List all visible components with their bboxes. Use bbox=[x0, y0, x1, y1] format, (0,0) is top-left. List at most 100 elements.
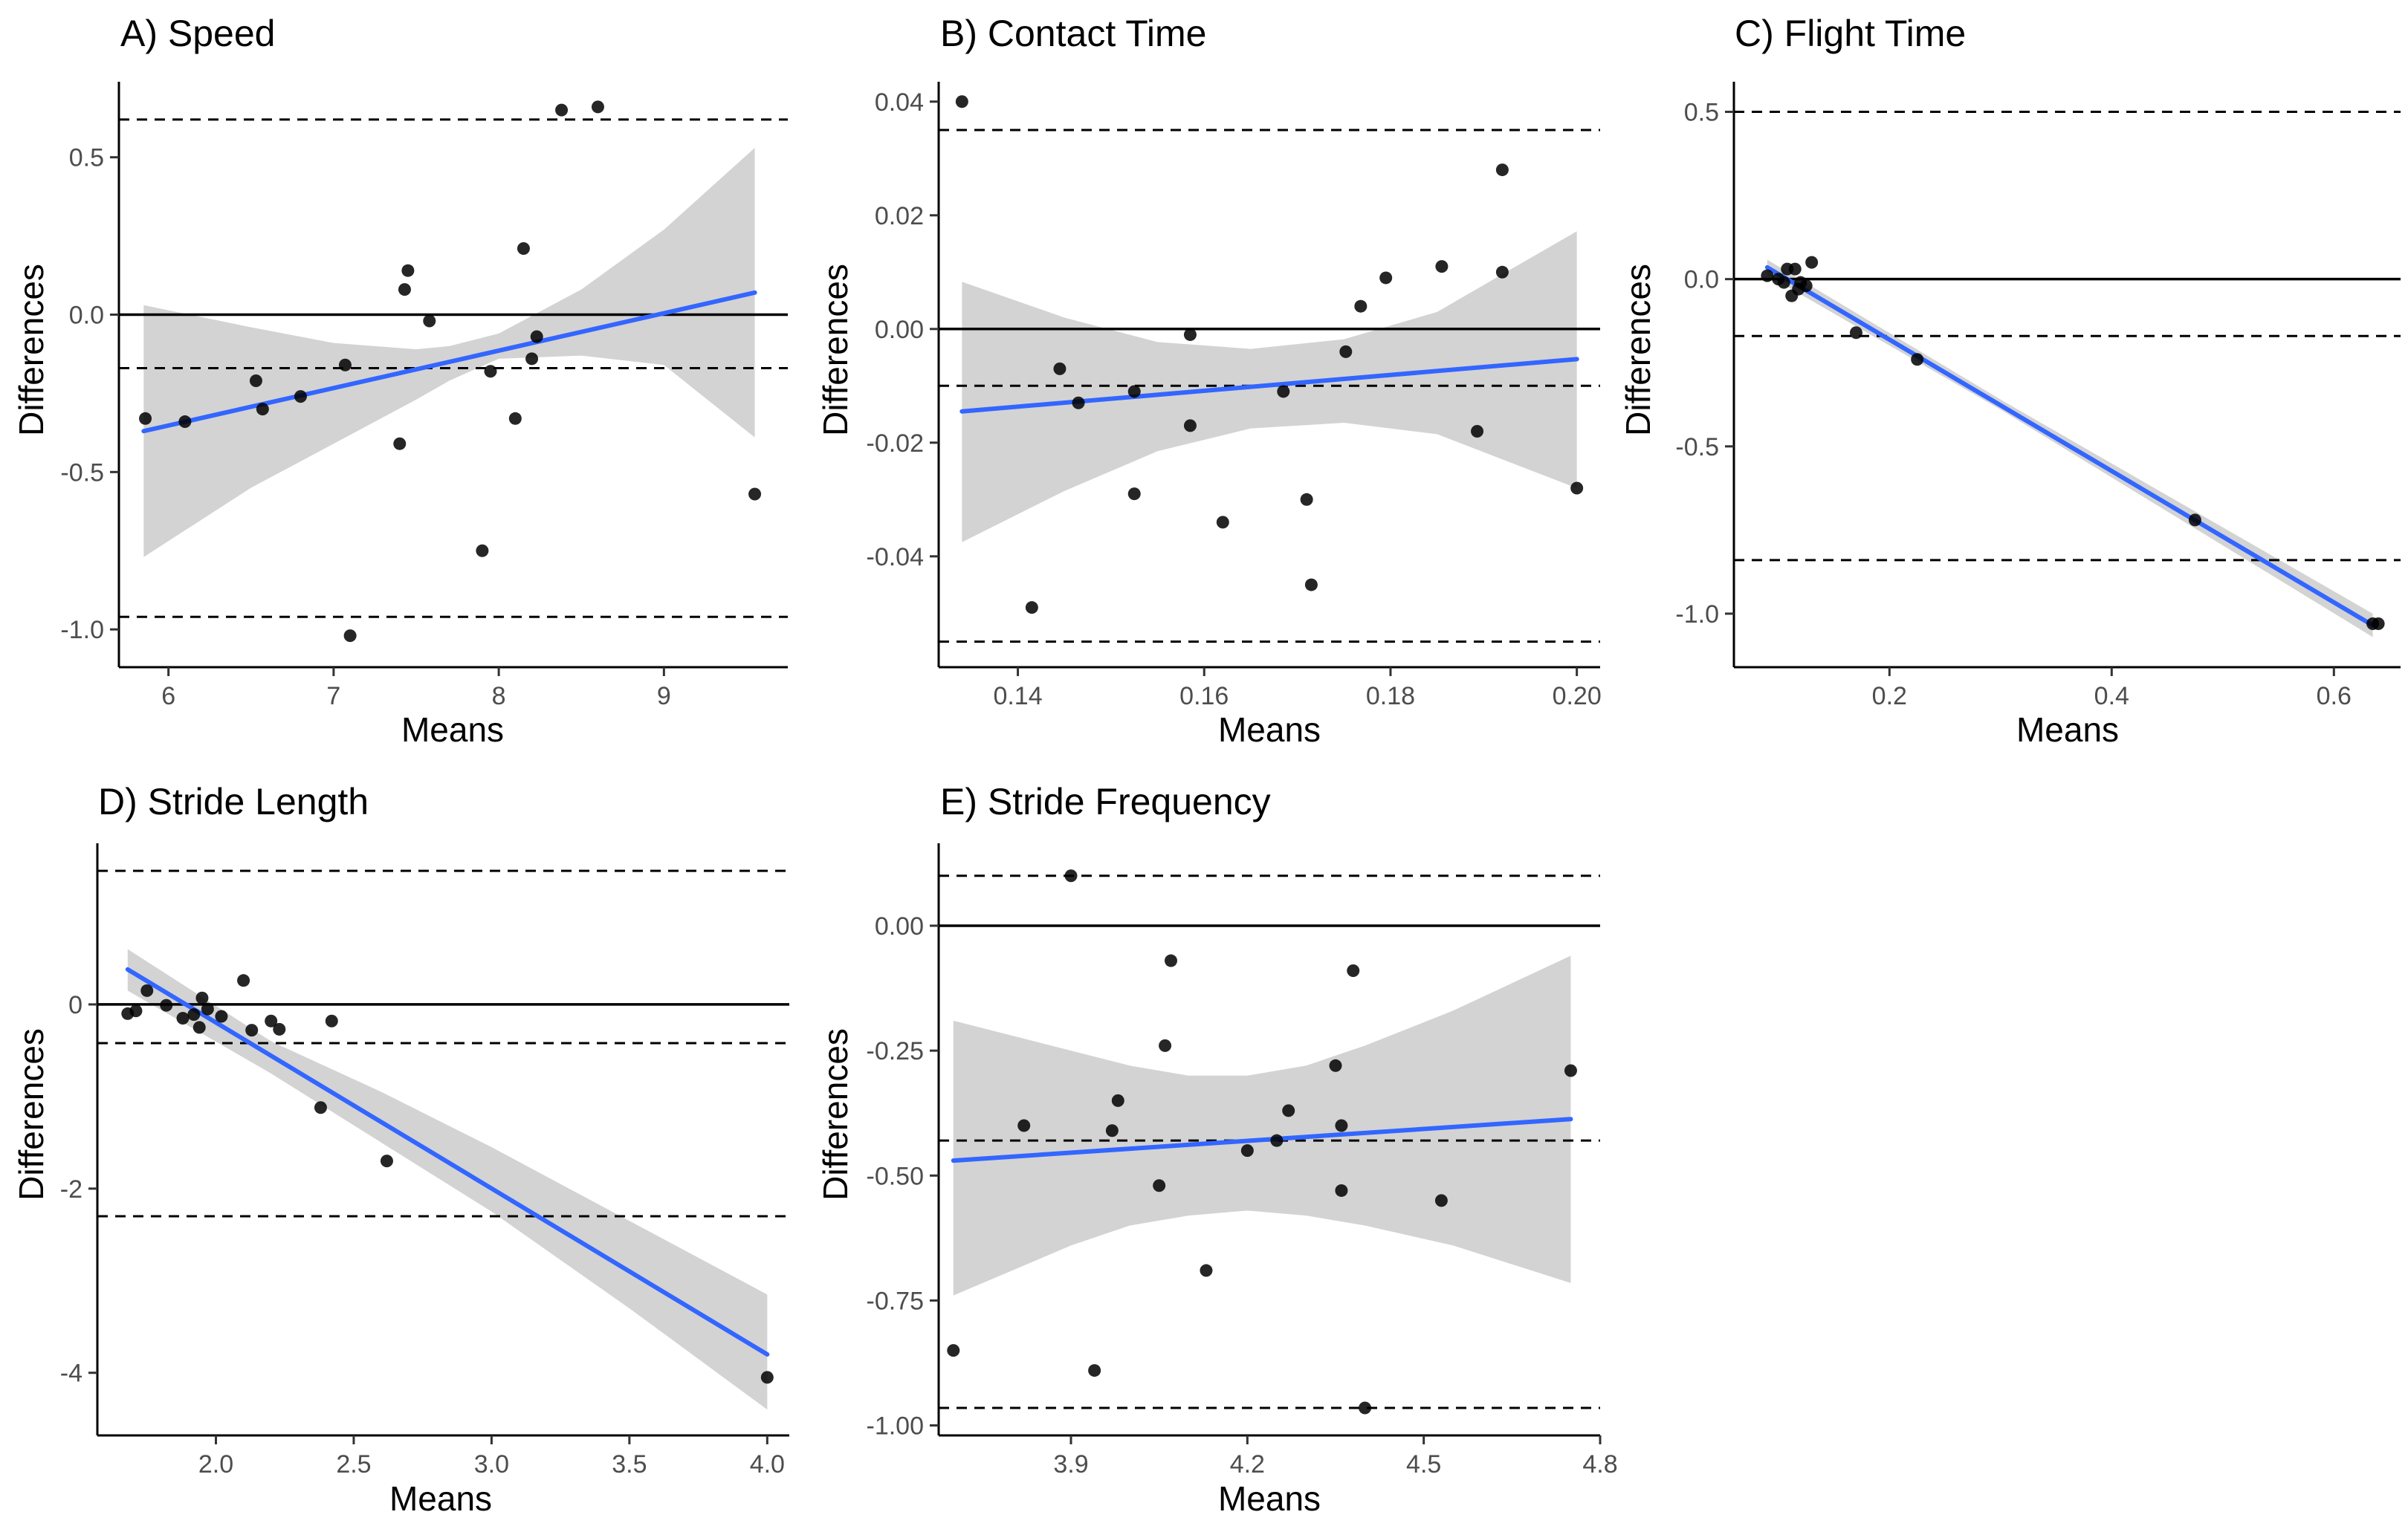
data-point bbox=[187, 1008, 201, 1022]
x-tick-label: 3.5 bbox=[612, 1450, 647, 1479]
plot-area: 2.0 2.5 3.0 3.5 4.0 0 -2 -4 bbox=[60, 843, 789, 1479]
x-tick-label: 2.5 bbox=[336, 1450, 371, 1479]
data-point bbox=[176, 1012, 190, 1025]
y-tick-label: -0.50 bbox=[867, 1162, 925, 1190]
data-point bbox=[1471, 425, 1484, 438]
panel-b-contact-time: B) Contact Time Means Differences 0.14 0.… bbox=[816, 13, 1602, 749]
y-tick-label: -0.02 bbox=[867, 429, 925, 458]
x-tick-label: 0.4 bbox=[2094, 682, 2129, 710]
data-point bbox=[1495, 265, 1509, 279]
regression-line bbox=[951, 1117, 1573, 1163]
data-point bbox=[129, 1004, 143, 1018]
data-point bbox=[484, 365, 497, 378]
data-point bbox=[1849, 326, 1862, 340]
x-tick-label: 0.6 bbox=[2317, 682, 2352, 710]
y-tick-label: -0.5 bbox=[60, 458, 104, 487]
data-point bbox=[1335, 1119, 1348, 1132]
data-point bbox=[1359, 1401, 1372, 1415]
x-tick-label: 9 bbox=[657, 682, 671, 710]
y-tick-label: 0.5 bbox=[1684, 99, 1719, 127]
data-point bbox=[273, 1022, 286, 1036]
x-axis-label: Means bbox=[1218, 1479, 1321, 1518]
data-point bbox=[201, 1002, 214, 1016]
data-point bbox=[139, 412, 152, 425]
data-point bbox=[1282, 1104, 1295, 1117]
data-point bbox=[338, 358, 352, 371]
data-point bbox=[398, 283, 411, 296]
plot-area: 0.14 0.16 0.18 0.20 0.04 0.02 0.00 -0.02 -0.04 bbox=[867, 82, 1602, 710]
plot-area: 0.2 0.4 0.6 0.5 0.0 -0.5 -1.0 bbox=[1675, 82, 2401, 710]
plot-area: 6 7 8 9 0.5 0.0 -0.5 -1.0 bbox=[60, 82, 788, 710]
data-point bbox=[178, 415, 192, 429]
data-point bbox=[1495, 163, 1509, 177]
panel-title: B) Contact Time bbox=[940, 13, 1206, 54]
y-tick-label: 0 bbox=[68, 991, 82, 1019]
data-point bbox=[1164, 954, 1177, 967]
data-point bbox=[160, 999, 173, 1012]
confidence-band bbox=[143, 147, 755, 557]
x-tick-label: 7 bbox=[326, 682, 340, 710]
data-point bbox=[748, 487, 762, 501]
x-tick-label: 0.2 bbox=[1872, 682, 1907, 710]
y-tick-label: 0.00 bbox=[875, 316, 924, 344]
y-axis-label: Differences bbox=[1619, 264, 1657, 436]
plot-area: 3.9 4.2 4.5 4.8 0.00 -0.25 -0.50 -0.75 -1.00 bbox=[867, 843, 1618, 1479]
data-point bbox=[215, 1010, 228, 1023]
data-point bbox=[1761, 269, 1774, 282]
x-tick-label: 4.0 bbox=[750, 1450, 785, 1479]
data-point bbox=[245, 1024, 259, 1037]
data-point bbox=[1025, 601, 1038, 614]
y-tick-label: 0.04 bbox=[875, 88, 924, 117]
data-point bbox=[1127, 385, 1141, 398]
y-tick-label: 0.00 bbox=[875, 912, 924, 941]
data-point bbox=[476, 544, 489, 557]
data-point bbox=[256, 403, 269, 416]
y-tick-label: -0.75 bbox=[867, 1287, 925, 1315]
panel-title: A) Speed bbox=[120, 13, 275, 54]
x-axis-label: Means bbox=[401, 710, 504, 749]
y-tick-label: -1.0 bbox=[60, 616, 104, 644]
data-point bbox=[423, 314, 436, 328]
data-point bbox=[525, 352, 539, 366]
data-point bbox=[380, 1155, 393, 1168]
y-tick-label: -2 bbox=[60, 1175, 82, 1204]
data-point bbox=[1805, 256, 1819, 269]
data-point bbox=[1111, 1094, 1124, 1107]
data-point bbox=[1335, 1184, 1348, 1197]
y-tick-label: 0.02 bbox=[875, 202, 924, 230]
confidence-band bbox=[953, 955, 1571, 1296]
y-tick-label: 0.5 bbox=[69, 144, 104, 172]
data-point bbox=[1347, 964, 1360, 978]
data-point bbox=[1159, 1039, 1172, 1052]
data-point bbox=[517, 242, 530, 256]
x-tick-label: 2.0 bbox=[198, 1450, 233, 1479]
data-point bbox=[195, 991, 209, 1004]
data-point bbox=[1911, 353, 1924, 366]
data-point bbox=[760, 1371, 774, 1384]
data-point bbox=[1300, 493, 1313, 506]
data-point bbox=[1105, 1124, 1119, 1137]
data-point bbox=[1088, 1364, 1101, 1377]
x-tick-label: 4.8 bbox=[1582, 1450, 1617, 1479]
x-tick-label: 8 bbox=[492, 682, 506, 710]
data-point bbox=[1183, 419, 1197, 432]
data-point bbox=[1053, 362, 1067, 375]
x-tick-label: 0.18 bbox=[1366, 682, 1415, 710]
y-tick-label: -0.5 bbox=[1675, 433, 1719, 461]
data-point bbox=[947, 1344, 960, 1357]
data-point bbox=[1570, 481, 1584, 495]
data-point bbox=[1277, 385, 1290, 398]
y-tick-label: 0.0 bbox=[69, 302, 104, 330]
data-point bbox=[343, 629, 357, 643]
data-point bbox=[591, 100, 604, 114]
data-point bbox=[294, 390, 307, 403]
x-tick-label: 4.5 bbox=[1406, 1450, 1441, 1479]
data-point bbox=[1777, 276, 1790, 289]
x-tick-label: 0.14 bbox=[993, 682, 1042, 710]
data-point bbox=[1304, 578, 1318, 591]
data-point bbox=[1329, 1059, 1342, 1072]
data-point bbox=[1799, 279, 1813, 293]
x-tick-label: 3.9 bbox=[1053, 1450, 1088, 1479]
data-point bbox=[265, 1014, 278, 1028]
